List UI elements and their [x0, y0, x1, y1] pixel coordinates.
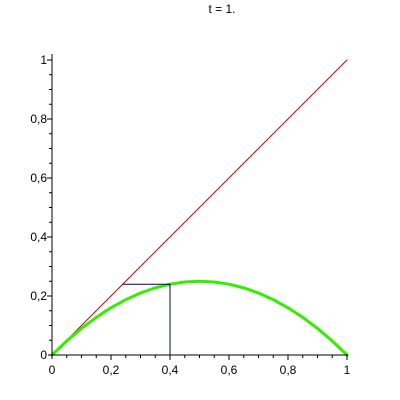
chart-title: t = 1.	[208, 2, 235, 16]
parabola-curve	[50, 279, 349, 357]
y-tick-label: 0,2	[30, 289, 47, 303]
x-tick-label: 0,8	[280, 363, 297, 377]
x-tick-label: 1	[344, 363, 351, 377]
diagonal-line	[51, 59, 348, 356]
x-tick-label: 0,6	[221, 363, 238, 377]
x-tick-label: 0,4	[162, 363, 179, 377]
y-tick-label: 0,6	[30, 171, 47, 185]
y-tick-label: 0,4	[30, 230, 47, 244]
construction-line	[122, 283, 171, 356]
y-tick-label: 1	[40, 53, 47, 67]
x-tick-label: 0,2	[103, 363, 120, 377]
x-tick-label: 0	[49, 363, 56, 377]
y-tick-label: 0,8	[30, 112, 47, 126]
y-tick-label: 0	[40, 348, 47, 362]
